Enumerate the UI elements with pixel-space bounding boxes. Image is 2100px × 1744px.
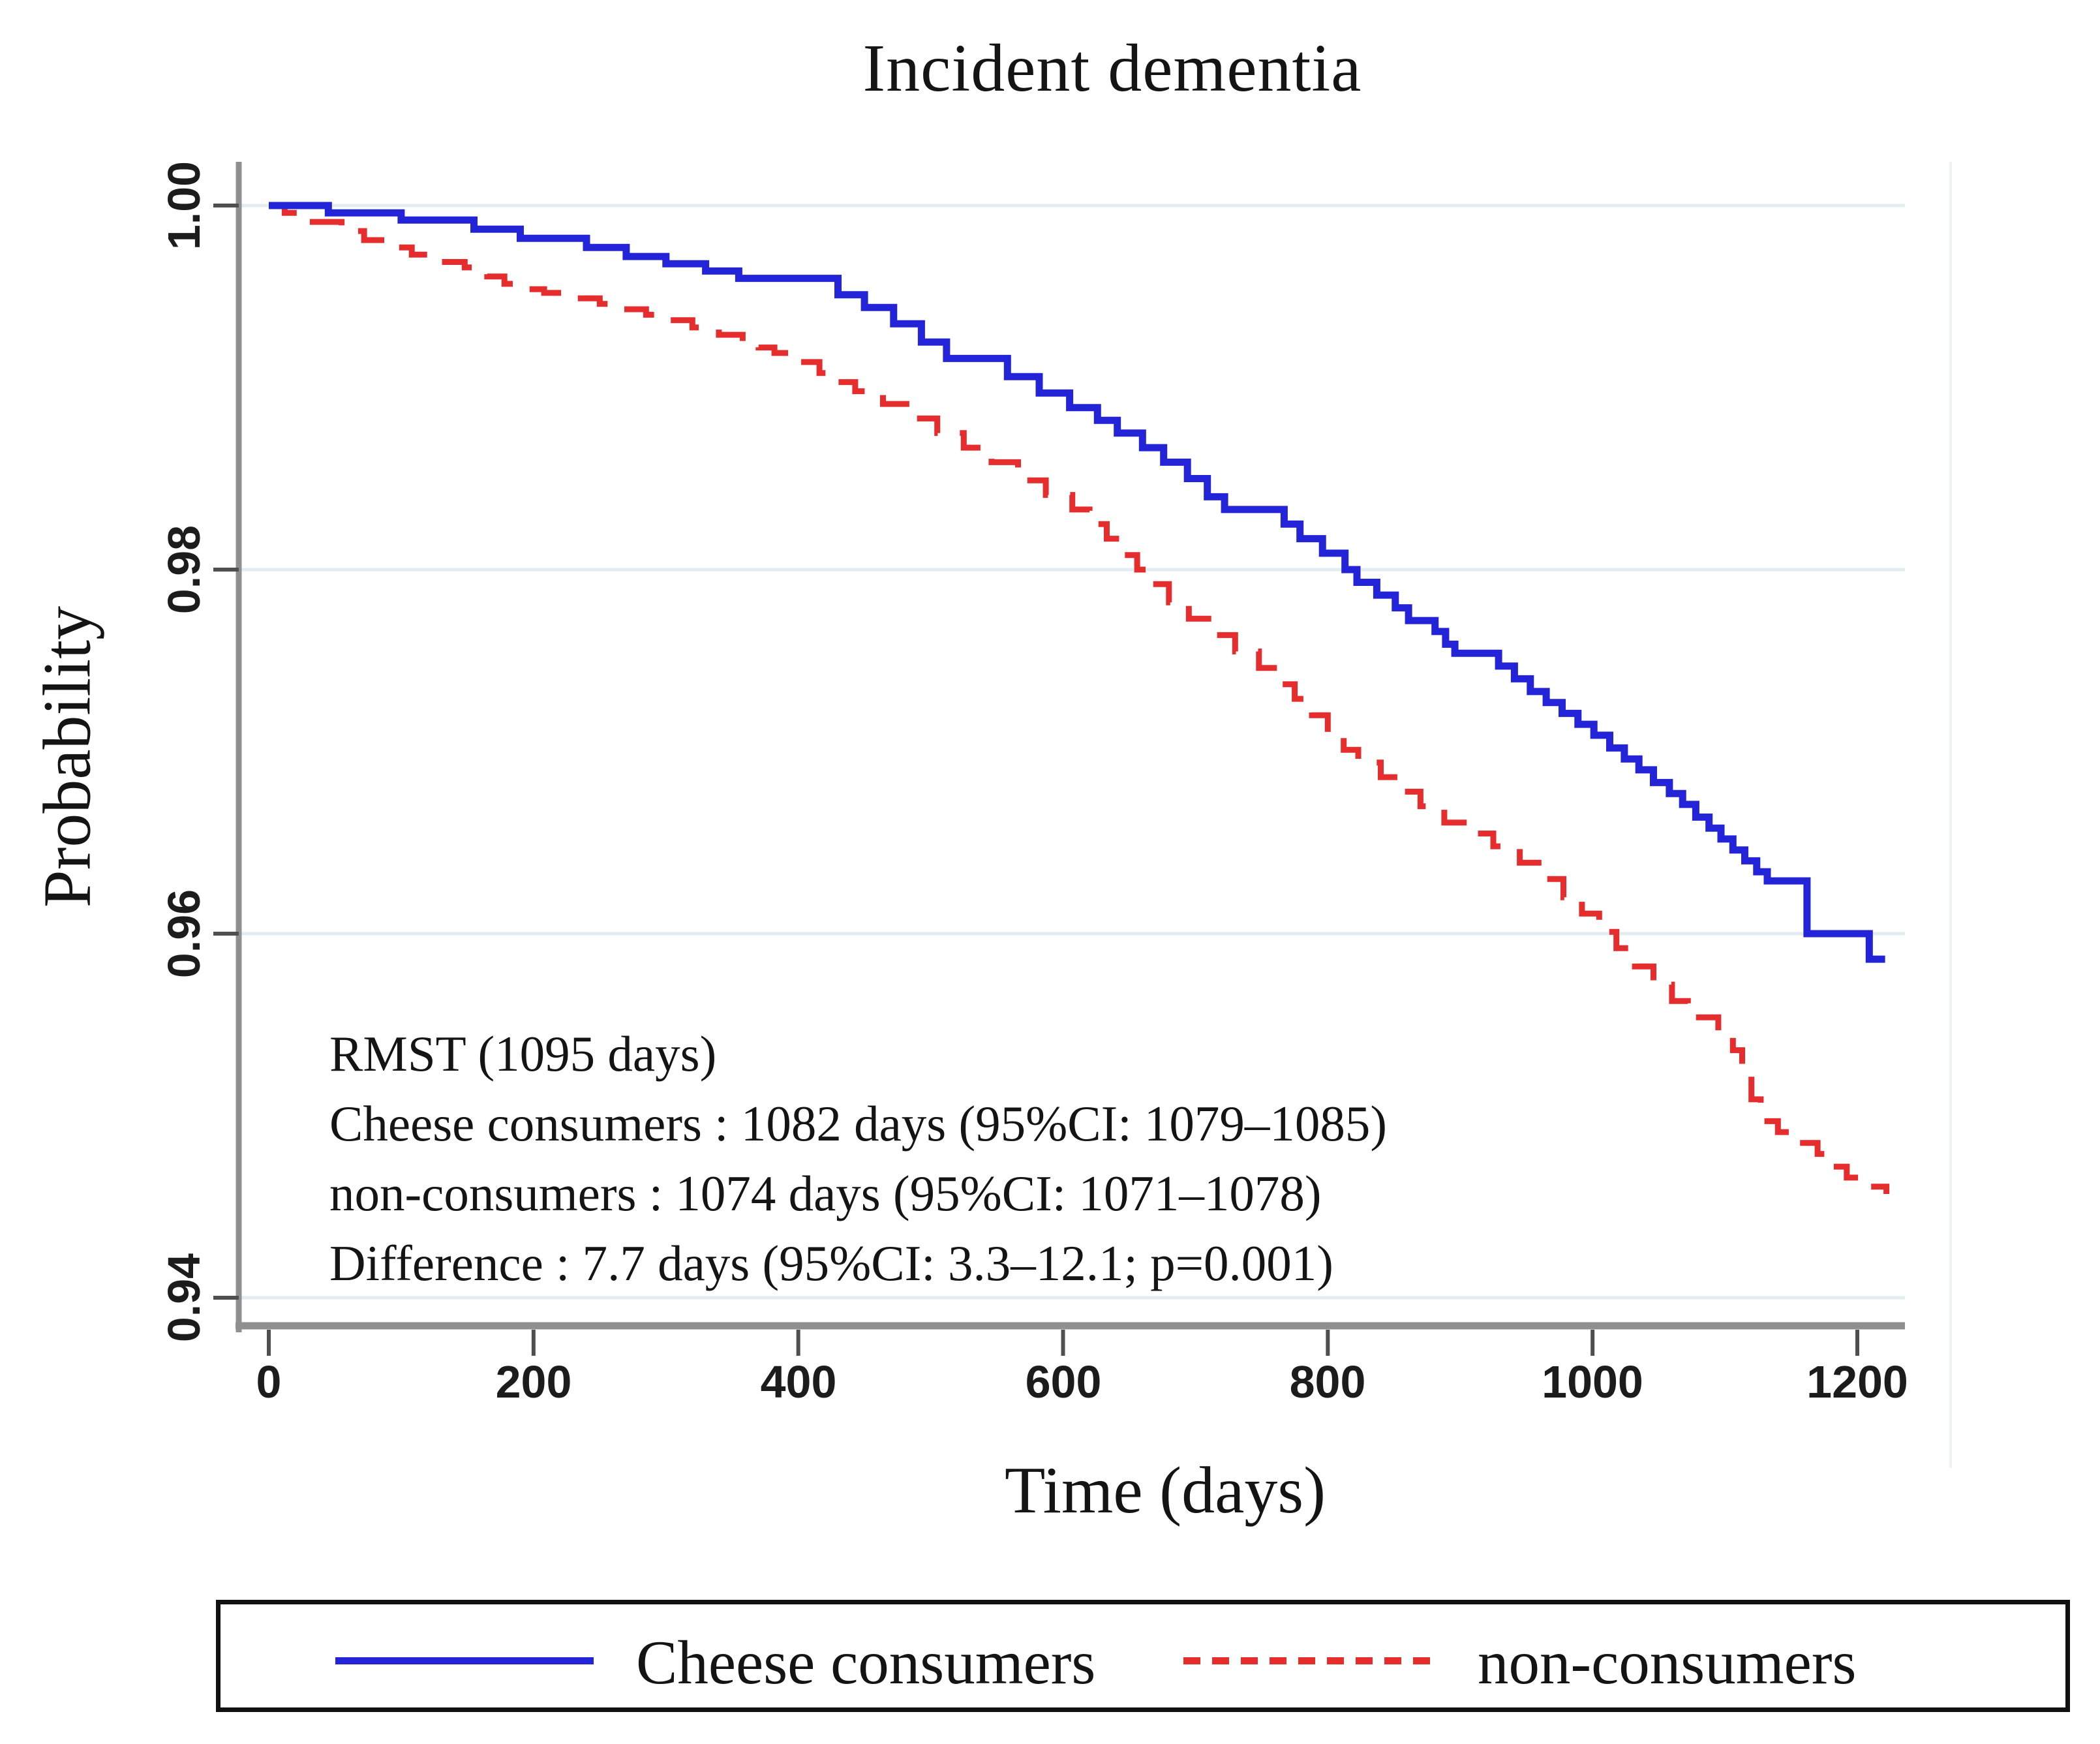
rmst-annotation: RMST (1095 days) Cheese consumers : 1082… (329, 1019, 1387, 1298)
x-tick-label: 0 (256, 1356, 282, 1407)
chart-title: Incident dementia (862, 31, 1362, 106)
series-cheese-consumers (269, 202, 1885, 963)
legend-label-non-consumers: non-consumers (1478, 1628, 1857, 1697)
y-tick-label: 0.98 (159, 525, 209, 615)
x-tick-label: 400 (760, 1356, 837, 1407)
y-axis-title: Probability (29, 605, 105, 908)
rmst-line-1: RMST (1095 days) (329, 1026, 717, 1082)
legend-box (216, 1600, 2070, 1712)
x-tick-label: 600 (1025, 1356, 1102, 1407)
x-tick-label: 200 (495, 1356, 572, 1407)
y-tick-label: 0.96 (159, 889, 209, 979)
x-tick-label: 800 (1289, 1356, 1366, 1407)
series-non-consumers (269, 202, 1890, 1194)
rmst-line-2: Cheese consumers : 1082 days (95%CI: 107… (329, 1095, 1388, 1152)
legend-label-cheese-consumers: Cheese consumers (636, 1628, 1096, 1697)
rmst-line-4: Difference : 7.7 days (95%CI: 3.3–12.1; … (329, 1235, 1333, 1291)
x-axis-title: Time (days) (1004, 1454, 1326, 1527)
y-tick-label: 0.94 (159, 1253, 209, 1343)
rmst-line-3: non-consumers : 1074 days (95%CI: 1071–1… (329, 1165, 1322, 1221)
legend-swatch-non-consumers (1183, 1657, 1442, 1664)
x-tick-label: 1200 (1806, 1356, 1908, 1407)
legend-swatch-cheese-consumers (335, 1657, 594, 1664)
y-tick-label: 1.00 (159, 161, 209, 251)
x-tick-label: 1000 (1542, 1356, 1643, 1407)
